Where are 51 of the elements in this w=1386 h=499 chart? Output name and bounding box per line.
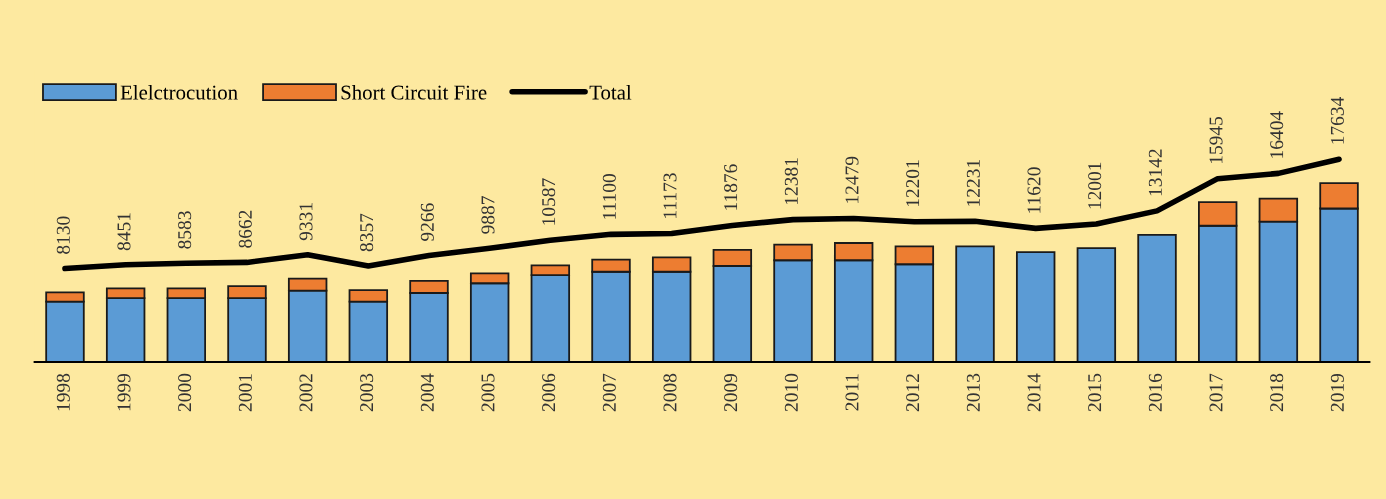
x-tick-label: 2009	[724, 373, 738, 412]
data-label: 12231	[966, 160, 980, 206]
data-label: 11620	[1027, 167, 1041, 213]
data-label: 15945	[1209, 116, 1223, 164]
data-label: 12479	[845, 156, 859, 203]
x-tick-label: 2014	[1027, 373, 1041, 412]
x-tick-label: 2006	[542, 373, 556, 412]
x-tick-label: 2005	[481, 373, 495, 412]
x-tick-label: 2011	[845, 374, 859, 411]
data-label: 11173	[663, 173, 677, 218]
data-label: 11876	[724, 164, 738, 210]
x-tick-label: 2001	[238, 374, 252, 412]
data-label: 16404	[1270, 111, 1284, 158]
data-label: 12001	[1088, 162, 1102, 209]
bar	[955, 245, 995, 362]
data-label: 8357	[360, 213, 374, 252]
data-label: 13142	[1148, 149, 1162, 196]
x-tick-label: 2017	[1209, 373, 1223, 412]
data-label: 8583	[178, 211, 192, 249]
data-label: 12201	[906, 160, 920, 207]
data-label: 9266	[420, 203, 434, 241]
data-label: 8451	[117, 213, 131, 251]
x-tick-label: 2003	[360, 373, 374, 412]
x-tick-label: 2008	[663, 373, 677, 412]
legend-label: Short Circuit Fire	[341, 84, 487, 100]
bar	[1015, 251, 1056, 362]
x-tick-label: 2004	[420, 373, 434, 412]
legend-label: Total	[589, 84, 632, 100]
x-tick-label: 2012	[906, 374, 920, 412]
x-tick-label: 2019	[1330, 373, 1344, 412]
x-tick-label: 2000	[178, 373, 192, 412]
x-tick-label: 2015	[1088, 373, 1102, 412]
x-tick-label: 2016	[1148, 373, 1162, 412]
data-label: 8662	[238, 210, 252, 248]
data-label: 10587	[542, 178, 556, 225]
x-tick-label: 2018	[1270, 373, 1284, 412]
data-label: 9887	[481, 196, 495, 234]
data-label: 9331	[299, 203, 313, 241]
x-tick-label: 1998	[56, 373, 70, 411]
bar	[1076, 247, 1117, 362]
x-tick-label: 2002	[299, 374, 313, 412]
data-label: 8130	[56, 216, 70, 254]
x-tick-label: 1999	[117, 373, 131, 411]
data-label: 12381	[784, 158, 798, 205]
x-tick-label: 2010	[784, 373, 798, 412]
data-label: 11100	[602, 174, 616, 219]
bar	[1137, 234, 1177, 362]
legend-label: Elelctrocution	[120, 84, 238, 100]
x-tick-label: 2013	[966, 373, 980, 412]
data-label: 17634	[1330, 97, 1344, 144]
x-tick-label: 2007	[602, 373, 616, 412]
